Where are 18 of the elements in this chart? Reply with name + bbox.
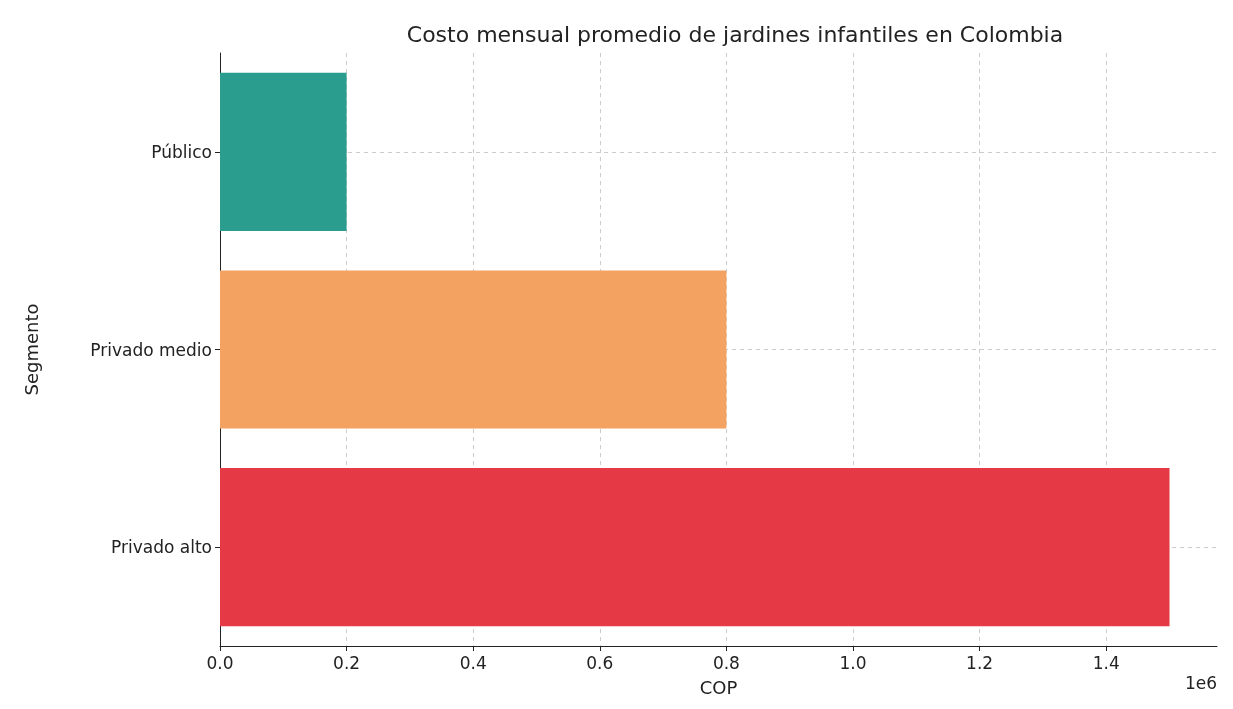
y-tick-label: Público <box>151 141 212 162</box>
x-tick-label: 0.8 <box>712 652 740 673</box>
y-axis-title: Segmento <box>20 303 42 396</box>
x-tick-label: 0.6 <box>586 652 614 673</box>
x-tick-label: 1.4 <box>1092 652 1120 673</box>
bar <box>220 270 727 429</box>
bar <box>220 72 347 231</box>
text: 1e6 <box>1184 672 1217 693</box>
bar <box>220 468 1170 627</box>
y-tick-label: Privado alto <box>111 537 212 558</box>
chart-title: Costo mensual promedio de jardines infantiles en Colombia <box>406 21 1064 47</box>
x-tick-label: 1.0 <box>839 652 867 673</box>
x-tick-label: 0.0 <box>206 652 234 673</box>
x-tick-label: 0.4 <box>459 652 487 673</box>
x-tick-label: 1.2 <box>966 652 994 673</box>
x-axis-title: COP <box>699 676 738 698</box>
y-tick-label: Privado medio <box>90 339 212 360</box>
x-tick-label: 0.2 <box>333 652 361 673</box>
